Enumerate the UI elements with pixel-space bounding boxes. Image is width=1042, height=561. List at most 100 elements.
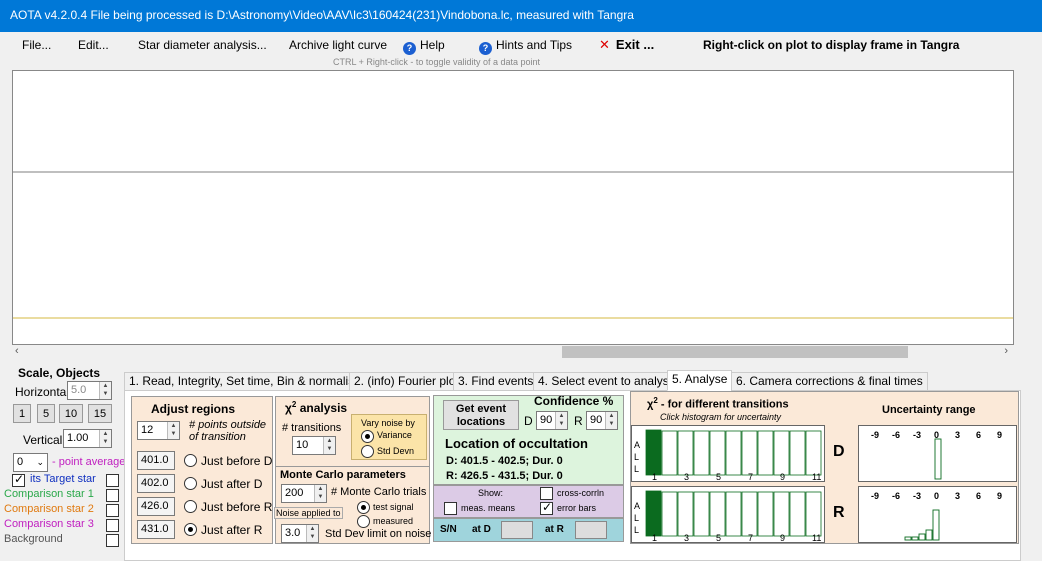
trials-spin-icon[interactable]: ▲ ▼: [314, 485, 326, 502]
confidence-d-spin-icon[interactable]: ▲ ▼: [555, 412, 567, 429]
r-transition-histogram[interactable]: A L L 1 3 5 7 9 11: [631, 486, 825, 543]
points-outside-input[interactable]: 12 ▲ ▼: [137, 421, 180, 440]
scroll-thumb[interactable]: [562, 346, 908, 358]
vertical-scale-value: 1.00: [67, 432, 89, 444]
histogram-tick: 5: [716, 472, 721, 481]
tab-5[interactable]: 5. Analyse: [667, 370, 733, 391]
confidence-r-input[interactable]: 90 ▲ ▼: [586, 411, 618, 430]
uncertainty-tick: 0: [934, 430, 939, 440]
region-value-3[interactable]: 431.0: [137, 520, 175, 539]
r-uncertainty-plot: -9 -6 -3 0 3 6 9: [858, 486, 1017, 543]
object-checkbox-1[interactable]: [106, 489, 119, 502]
histogram-bar: [725, 491, 742, 537]
horizontal-scale-input[interactable]: 5.0 ▲ ▼: [67, 381, 112, 400]
all-letter: A: [634, 440, 640, 450]
light-curve-plot[interactable]: 320340360380400420440460480500: [12, 70, 1014, 345]
histogram-tick: 5: [716, 533, 721, 542]
confidence-d-value: 90: [540, 414, 553, 426]
std-dev-limit-input[interactable]: 3.0 ▲ ▼: [281, 524, 319, 543]
std-dev-limit-label: Std Dev limit on noise: [325, 528, 432, 540]
region-radio-0[interactable]: [184, 454, 197, 467]
confidence-d-input[interactable]: 90 ▲ ▼: [536, 411, 568, 430]
horizontal-spin-icon[interactable]: ▲ ▼: [99, 382, 111, 399]
histogram-bar: [661, 491, 678, 537]
uncertainty-tick: 9: [997, 430, 1002, 440]
std-devn-radio[interactable]: [361, 445, 374, 458]
points-outside-value: 12: [141, 424, 154, 436]
all-letter: A: [634, 501, 640, 511]
confidence-r-value: 90: [590, 414, 603, 426]
uncertainty-bar: [925, 529, 933, 541]
vary-noise-label: Vary noise by: [361, 418, 415, 428]
menu-bar: File... Edit... Star diameter analysis..…: [0, 32, 1042, 56]
histogram-bar: [693, 430, 710, 476]
scale-button-5[interactable]: 5: [37, 404, 55, 423]
menu-hints[interactable]: ? Hints and Tips: [479, 38, 572, 55]
variance-radio[interactable]: [361, 430, 374, 443]
histogram-tick: 7: [748, 472, 753, 481]
scroll-left-icon[interactable]: ‹: [15, 345, 19, 357]
region-radio-2[interactable]: [184, 500, 197, 513]
points-outside-label-1: # points outside: [189, 419, 267, 431]
vertical-scale-input[interactable]: 1.00 ▲ ▼: [63, 429, 112, 448]
menu-file[interactable]: File...: [22, 38, 52, 52]
tab-6[interactable]: 6. Camera corrections & final times: [731, 372, 928, 391]
histogram-tick: 11: [812, 472, 821, 481]
confidence-d-label: D: [524, 414, 533, 428]
noise-applied-label: Noise applied to: [274, 507, 343, 519]
menu-star-diameter[interactable]: Star diameter analysis...: [138, 38, 267, 52]
confidence-r-spin-icon[interactable]: ▲ ▼: [605, 412, 617, 429]
menu-edit[interactable]: Edit...: [78, 38, 109, 52]
d-transition-histogram[interactable]: A L L 1 3 5 7 9 11: [631, 425, 825, 482]
uncertainty-bar: [911, 536, 919, 541]
uncertainty-tick: 3: [955, 430, 960, 440]
tab-2[interactable]: 2. (info) Fourier plot: [349, 372, 464, 391]
tab-3[interactable]: 3. Find events: [453, 372, 539, 391]
histogram-bar: [709, 491, 726, 537]
scale-button-10[interactable]: 10: [59, 404, 83, 423]
scale-button-1[interactable]: 1: [13, 404, 31, 423]
sn-label: S/N: [440, 524, 457, 535]
tab-1[interactable]: 1. Read, Integrity, Set time, Bin & norm…: [124, 372, 366, 391]
test-signal-radio[interactable]: [357, 501, 370, 514]
menu-help[interactable]: ? Help: [403, 38, 445, 55]
transitions-input[interactable]: 10 ▲ ▼: [292, 436, 336, 455]
adjust-regions-panel: [131, 396, 273, 544]
menu-exit[interactable]: ✕ Exit ...: [599, 37, 654, 53]
object-checkbox-extra-0[interactable]: [106, 474, 119, 487]
transitions-chi2-title: χ2 - for different transitions: [647, 396, 789, 411]
region-value-1[interactable]: 402.0: [137, 474, 175, 493]
plot-horizontal-scrollbar[interactable]: ‹ ›: [12, 345, 1014, 359]
std-devn-label: Std Devn: [377, 446, 415, 456]
object-checkbox-4[interactable]: [106, 534, 119, 547]
cross-corrln-checkbox[interactable]: [540, 487, 553, 500]
vertical-spin-icon[interactable]: ▲ ▼: [99, 430, 111, 447]
object-checkbox-3[interactable]: [106, 519, 119, 532]
menu-archive-light-curve[interactable]: Archive light curve: [289, 38, 388, 52]
region-value-2[interactable]: 426.0: [137, 497, 175, 516]
transitions-label: # transitions: [282, 422, 342, 434]
histogram-tick: 9: [780, 472, 785, 481]
d-uncertainty-plot: -9 -6 -3 0 3 6 9: [858, 425, 1017, 482]
region-value-0[interactable]: 401.0: [137, 451, 175, 470]
histogram-tick: 1: [652, 533, 657, 542]
point-average-select[interactable]: 0 ⌄: [13, 453, 48, 472]
meas-means-checkbox[interactable]: [444, 502, 457, 515]
measured-radio[interactable]: [357, 515, 370, 528]
cross-corrln-label: cross-corrln: [557, 488, 605, 498]
light-curve-svg: 320340360380400420440460480500: [13, 171, 1013, 319]
scale-button-15[interactable]: 15: [88, 404, 112, 423]
monte-carlo-trials-input[interactable]: 200 ▲ ▼: [281, 484, 327, 503]
std-spin-icon[interactable]: ▲ ▼: [306, 525, 318, 542]
object-checkbox-0[interactable]: [12, 472, 25, 487]
get-event-locations-button[interactable]: Get event locations: [443, 400, 519, 430]
error-bars-checkbox[interactable]: [540, 500, 553, 515]
transitions-spin-icon[interactable]: ▲ ▼: [323, 437, 335, 454]
tab-4[interactable]: 4. Select event to analyse: [533, 372, 681, 391]
histogram-bar: [741, 491, 758, 537]
region-radio-1[interactable]: [184, 477, 197, 490]
region-radio-3[interactable]: [184, 523, 197, 536]
scroll-right-icon[interactable]: ›: [1004, 345, 1008, 357]
points-spin-icon[interactable]: ▲ ▼: [167, 422, 179, 439]
object-checkbox-2[interactable]: [106, 504, 119, 517]
